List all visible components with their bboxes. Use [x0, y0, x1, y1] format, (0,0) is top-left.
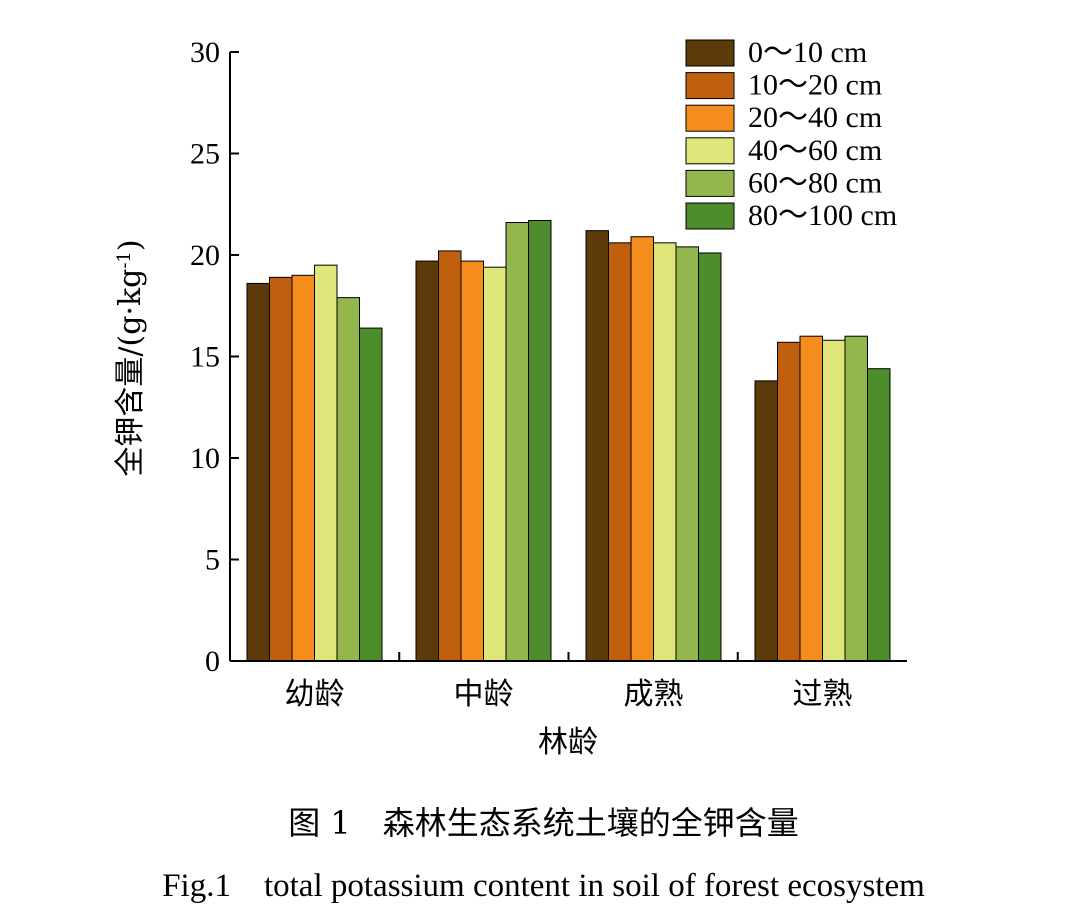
y-tick-label: 25 — [190, 138, 220, 171]
legend-label: 60～80 cm — [748, 166, 882, 199]
bar — [822, 339, 846, 662]
bar — [505, 222, 529, 662]
legend-label: 80～100 cm — [748, 199, 897, 232]
bar — [336, 297, 360, 662]
bar — [460, 260, 484, 662]
legend-swatch — [685, 137, 735, 165]
y-tick-label: 15 — [190, 341, 220, 374]
x-axis-title: 林龄 — [538, 725, 598, 760]
plot-area: 0 5 10 15 20 25 30 幼龄 中龄 成熟 过熟 — [190, 36, 907, 712]
legend-swatch — [685, 202, 735, 230]
y-tick-label: 10 — [190, 442, 220, 475]
legend-label: 40～60 cm — [748, 134, 882, 167]
bar — [799, 335, 823, 662]
legend-swatch — [685, 169, 735, 197]
x-tick-label: 过熟 — [793, 677, 853, 712]
figure-caption-chinese: 图 1 森林生态系统土壤的全钾含量 — [288, 804, 799, 842]
y-tick-label: 20 — [190, 239, 220, 272]
y-axis-title-tail: ) — [113, 239, 148, 251]
y-axis-title-main: 全钾含量/(g·kg — [113, 269, 148, 477]
bar — [675, 246, 699, 662]
bar — [359, 327, 383, 662]
bar — [314, 264, 338, 662]
legend-swatch — [685, 72, 735, 100]
bar — [528, 219, 552, 662]
figure-caption-english: Fig.1 total potassium content in soil of… — [162, 868, 925, 904]
bar — [608, 242, 632, 662]
bar — [585, 230, 609, 662]
bar — [653, 242, 677, 662]
bar — [438, 250, 462, 662]
x-tick-label: 中龄 — [454, 677, 514, 712]
legend-label: 20～40 cm — [748, 101, 882, 134]
legend-label: 10～20 cm — [748, 69, 882, 102]
bar — [483, 266, 507, 662]
y-tick-label: 30 — [190, 36, 220, 69]
bar — [698, 252, 722, 662]
legend-swatch — [685, 104, 735, 132]
legend-swatch — [685, 39, 735, 67]
bar — [415, 260, 439, 662]
y-tick-label: 0 — [205, 645, 220, 678]
bar — [269, 276, 293, 662]
bar — [246, 282, 270, 662]
bar — [754, 380, 778, 662]
y-tick-label: 5 — [205, 544, 220, 577]
bar — [777, 341, 801, 662]
legend-label: 0～10 cm — [748, 36, 867, 69]
x-tick-label: 幼龄 — [285, 677, 345, 712]
bar — [844, 335, 868, 662]
bar — [630, 236, 654, 662]
y-axis-title-sup: -1 — [114, 251, 135, 269]
x-tick-label: 成熟 — [624, 677, 684, 712]
bar — [867, 368, 891, 662]
bar — [291, 274, 315, 662]
y-axis-title: 全钾含量/(g·kg-1) — [113, 239, 148, 476]
